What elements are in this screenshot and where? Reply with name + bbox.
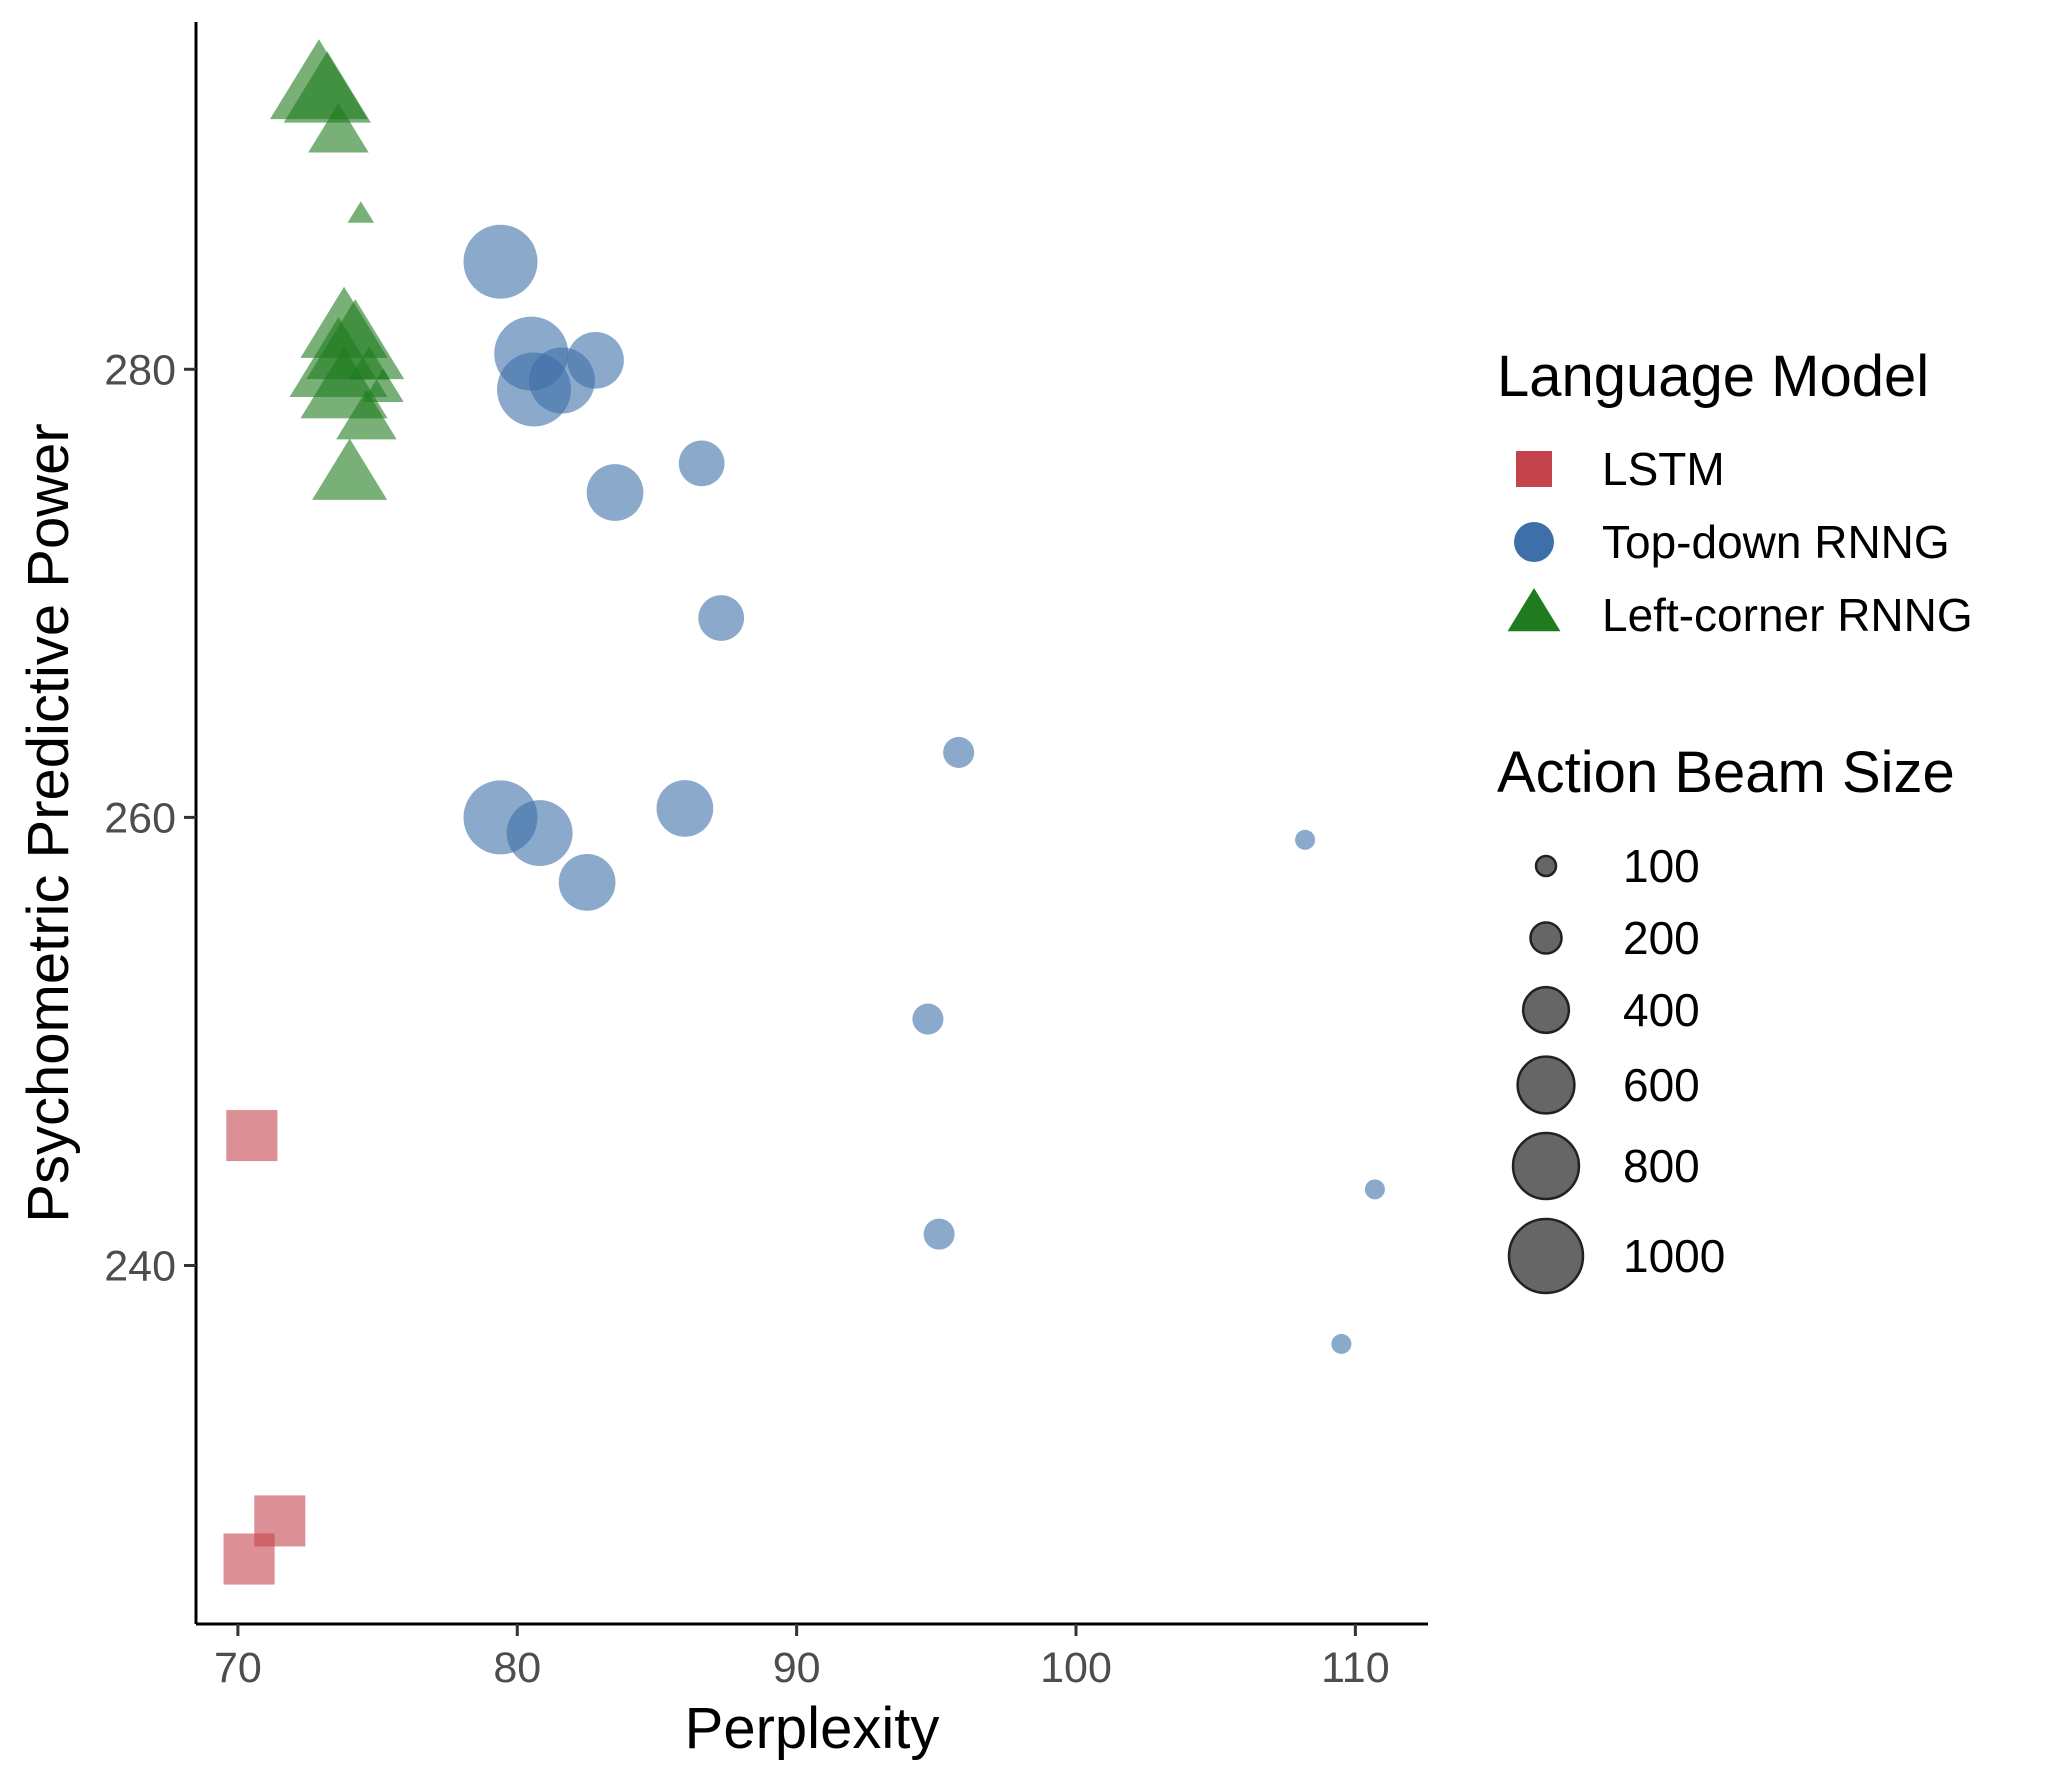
x-tick-label: 80 (493, 1644, 541, 1692)
legend-size-label: 1000 (1623, 1230, 1725, 1282)
data-point-top-down-rnng (506, 800, 573, 867)
data-point-top-down-rnng (567, 331, 624, 389)
data-point-top-down-rnng (656, 780, 714, 837)
legend-action-beam-size: Action Beam Size 100 200 400 600 800 1000 (1497, 740, 1955, 1295)
legend-size-key (1516, 1055, 1576, 1115)
data-point-left-corner-rnng (283, 51, 371, 123)
data-point-left-corner-rnng (347, 201, 375, 223)
data-point-top-down-rnng (923, 1218, 955, 1250)
legend-key-circle (1514, 522, 1554, 562)
y-tick-label: 260 (104, 794, 176, 842)
legend-label: LSTM (1602, 443, 1725, 495)
data-point-left-corner-rnng (362, 368, 404, 403)
data-point-top-down-rnng (678, 440, 725, 487)
axes-layer (194, 22, 1428, 1626)
legend-label: Left-corner RNNG (1602, 589, 1973, 641)
data-point-left-corner-rnng (336, 389, 397, 440)
y-axis-title: Psychometric Predictive Power (16, 423, 81, 1222)
data-point-left-corner-rnng (312, 438, 388, 500)
data-point-left-corner-rnng (308, 103, 369, 153)
data-point-top-down-rnng (558, 854, 616, 911)
data-point-left-corner-rnng (348, 346, 390, 380)
x-tick-label: 100 (1040, 1644, 1112, 1692)
data-point-top-down-rnng (1295, 829, 1316, 850)
data-point-top-down-rnng (943, 736, 975, 768)
y-tick-label: 240 (104, 1243, 176, 1291)
legend-size-key (1521, 985, 1571, 1035)
legend-action-beam-size-title: Action Beam Size (1497, 740, 1955, 805)
data-point-top-down-rnng (912, 1003, 944, 1035)
y-ticks: 240 260 280 (104, 346, 196, 1291)
legend-size-label: 400 (1623, 984, 1700, 1036)
legend-size-label: 200 (1623, 912, 1700, 964)
data-point-top-down-rnng (1331, 1333, 1352, 1354)
data-point-top-down-rnng (1364, 1179, 1385, 1200)
legend-key-square (1516, 451, 1552, 487)
x-axis-title: Perplexity (685, 1696, 940, 1761)
legend-key-triangle (1507, 588, 1561, 632)
data-point-top-down-rnng (586, 464, 644, 521)
x-ticks: 70 80 90 100 110 (214, 1624, 1390, 1692)
legend-size-label: 600 (1623, 1059, 1700, 1111)
x-tick-label: 90 (773, 1644, 821, 1692)
legend-label: Top-down RNNG (1602, 516, 1950, 568)
legend-language-model-title: Language Model (1497, 344, 1929, 409)
legend-size-label: 100 (1623, 840, 1700, 892)
x-tick-label: 70 (214, 1644, 262, 1692)
points-layer (223, 39, 1385, 1585)
data-point-lstm (223, 1533, 275, 1585)
data-point-top-down-rnng (463, 224, 538, 299)
legend-size-label: 800 (1623, 1140, 1700, 1192)
legend-size-key (1507, 1217, 1585, 1295)
legend-size-key (1534, 854, 1558, 878)
x-tick-label: 110 (1321, 1644, 1390, 1692)
data-point-top-down-rnng (698, 595, 745, 641)
y-tick-label: 280 (104, 346, 176, 394)
legend-size-key (1529, 921, 1563, 955)
legend-language-model: Language Model LSTM Top-down RNNG Left-cor… (1497, 344, 1973, 641)
legend-size-key (1511, 1131, 1581, 1201)
data-point-lstm (226, 1110, 278, 1162)
